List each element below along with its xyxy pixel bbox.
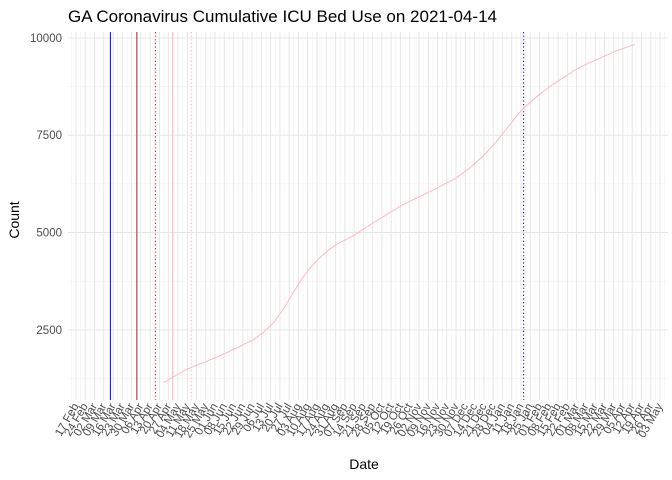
y-tick-label: 2500 (36, 325, 62, 337)
y-axis-title: Count (6, 201, 22, 238)
series-line-1 (163, 43, 636, 383)
x-axis-title: Date (349, 456, 379, 472)
y-tick-label: 7500 (36, 130, 62, 142)
grid-layer (68, 32, 668, 400)
series-layer (163, 43, 636, 383)
reference-lines (109, 32, 525, 400)
chart-title: GA Coronavirus Cumulative ICU Bed Use on… (68, 7, 497, 26)
y-tick-label: 5000 (36, 228, 62, 240)
y-axis-ticks: 2500 5000 7500 10000 (30, 33, 62, 337)
y-tick-label: 10000 (30, 33, 62, 45)
